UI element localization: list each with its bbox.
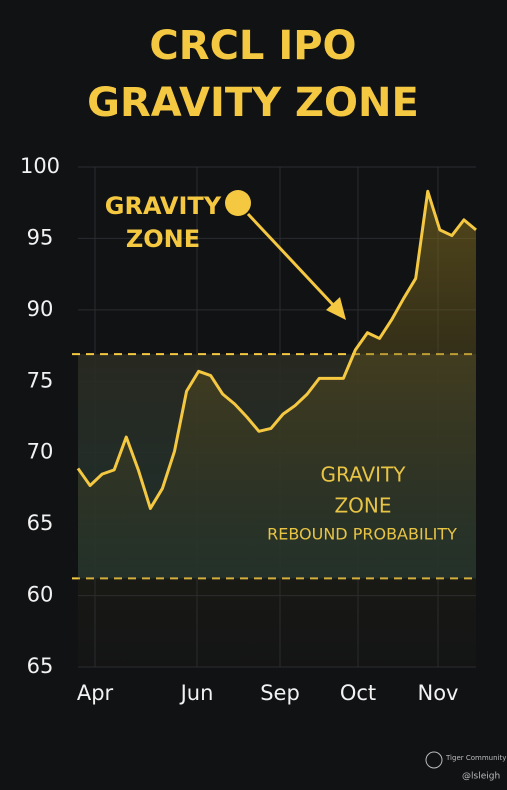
- x-tick-label: Oct: [340, 681, 376, 705]
- y-tick-label: 60: [27, 583, 54, 607]
- annotation: ZONE: [126, 225, 200, 253]
- area: [78, 191, 476, 668]
- y-tick-label: 70: [27, 440, 54, 464]
- y-tick-label: 95: [27, 225, 54, 249]
- x-tick-label: Apr: [77, 681, 114, 705]
- annotation: REBOUND PROBABILITY: [267, 525, 457, 544]
- y-tick-label: 65: [27, 511, 54, 535]
- annotation: GRAVITY: [321, 463, 407, 487]
- annotation-dot: [225, 190, 251, 216]
- y-tick-label: 90: [27, 297, 54, 321]
- annotation-arrow: [246, 212, 338, 310]
- x-tick-label: Sep: [260, 681, 300, 705]
- watermark-icon: [425, 751, 443, 769]
- chart-title: CRCL IPO: [149, 23, 356, 69]
- y-tick-label: 100: [20, 154, 60, 178]
- y-tick-label: 75: [27, 368, 54, 392]
- annotation: GRAVITY: [105, 192, 222, 220]
- chart-title: GRAVITY ZONE: [87, 80, 419, 126]
- watermark: Tiger Community: [445, 754, 506, 762]
- watermark: @lsleigh: [462, 772, 500, 782]
- annotation: ZONE: [334, 494, 391, 518]
- x-tick-label: Jun: [179, 681, 214, 705]
- x-tick-label: Nov: [418, 681, 459, 705]
- y-tick-label: 65: [27, 654, 54, 678]
- arrow-head: [326, 297, 346, 320]
- line: [76, 189, 477, 510]
